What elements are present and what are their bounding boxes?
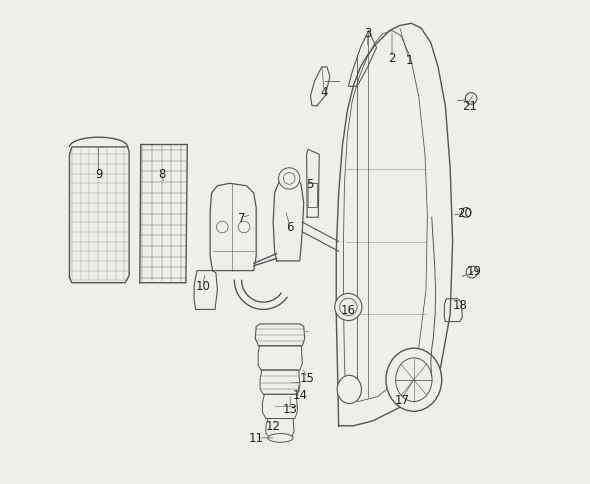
- Text: 5: 5: [306, 178, 313, 190]
- Polygon shape: [307, 150, 319, 218]
- Text: 12: 12: [266, 420, 281, 432]
- Text: 13: 13: [283, 403, 297, 415]
- Polygon shape: [444, 299, 463, 322]
- Text: 8: 8: [158, 168, 165, 181]
- Polygon shape: [308, 184, 318, 208]
- Circle shape: [461, 208, 471, 218]
- Text: 7: 7: [238, 212, 245, 224]
- Text: 1: 1: [405, 54, 413, 67]
- Polygon shape: [348, 31, 376, 87]
- Ellipse shape: [268, 434, 293, 442]
- Text: 3: 3: [364, 28, 372, 40]
- Circle shape: [340, 299, 357, 316]
- Polygon shape: [310, 68, 330, 106]
- Circle shape: [238, 222, 250, 233]
- Polygon shape: [255, 324, 304, 346]
- Polygon shape: [70, 148, 129, 283]
- Text: 19: 19: [467, 265, 482, 277]
- Polygon shape: [258, 346, 302, 370]
- Circle shape: [217, 222, 228, 233]
- Text: 6: 6: [286, 221, 294, 234]
- Text: 21: 21: [462, 100, 477, 113]
- Circle shape: [278, 168, 300, 190]
- Text: 10: 10: [195, 279, 210, 292]
- Text: 17: 17: [394, 393, 409, 406]
- Text: 18: 18: [453, 299, 467, 311]
- Polygon shape: [140, 145, 188, 283]
- Ellipse shape: [396, 358, 432, 402]
- Polygon shape: [343, 31, 427, 402]
- Text: 15: 15: [300, 371, 314, 384]
- Text: 20: 20: [457, 207, 472, 219]
- Polygon shape: [194, 271, 217, 310]
- Polygon shape: [266, 419, 294, 438]
- Polygon shape: [263, 394, 297, 419]
- Text: 9: 9: [95, 168, 102, 181]
- Polygon shape: [336, 24, 453, 426]
- Text: 14: 14: [293, 388, 307, 401]
- Ellipse shape: [386, 348, 442, 411]
- Text: 4: 4: [320, 86, 328, 98]
- Polygon shape: [273, 179, 304, 261]
- Circle shape: [466, 93, 477, 105]
- Circle shape: [283, 173, 295, 185]
- Polygon shape: [210, 184, 256, 271]
- Text: 2: 2: [388, 52, 396, 64]
- Text: 11: 11: [249, 432, 264, 444]
- Circle shape: [466, 267, 478, 278]
- Ellipse shape: [337, 376, 362, 404]
- Text: 16: 16: [341, 303, 356, 316]
- Polygon shape: [260, 370, 300, 394]
- Circle shape: [335, 294, 362, 321]
